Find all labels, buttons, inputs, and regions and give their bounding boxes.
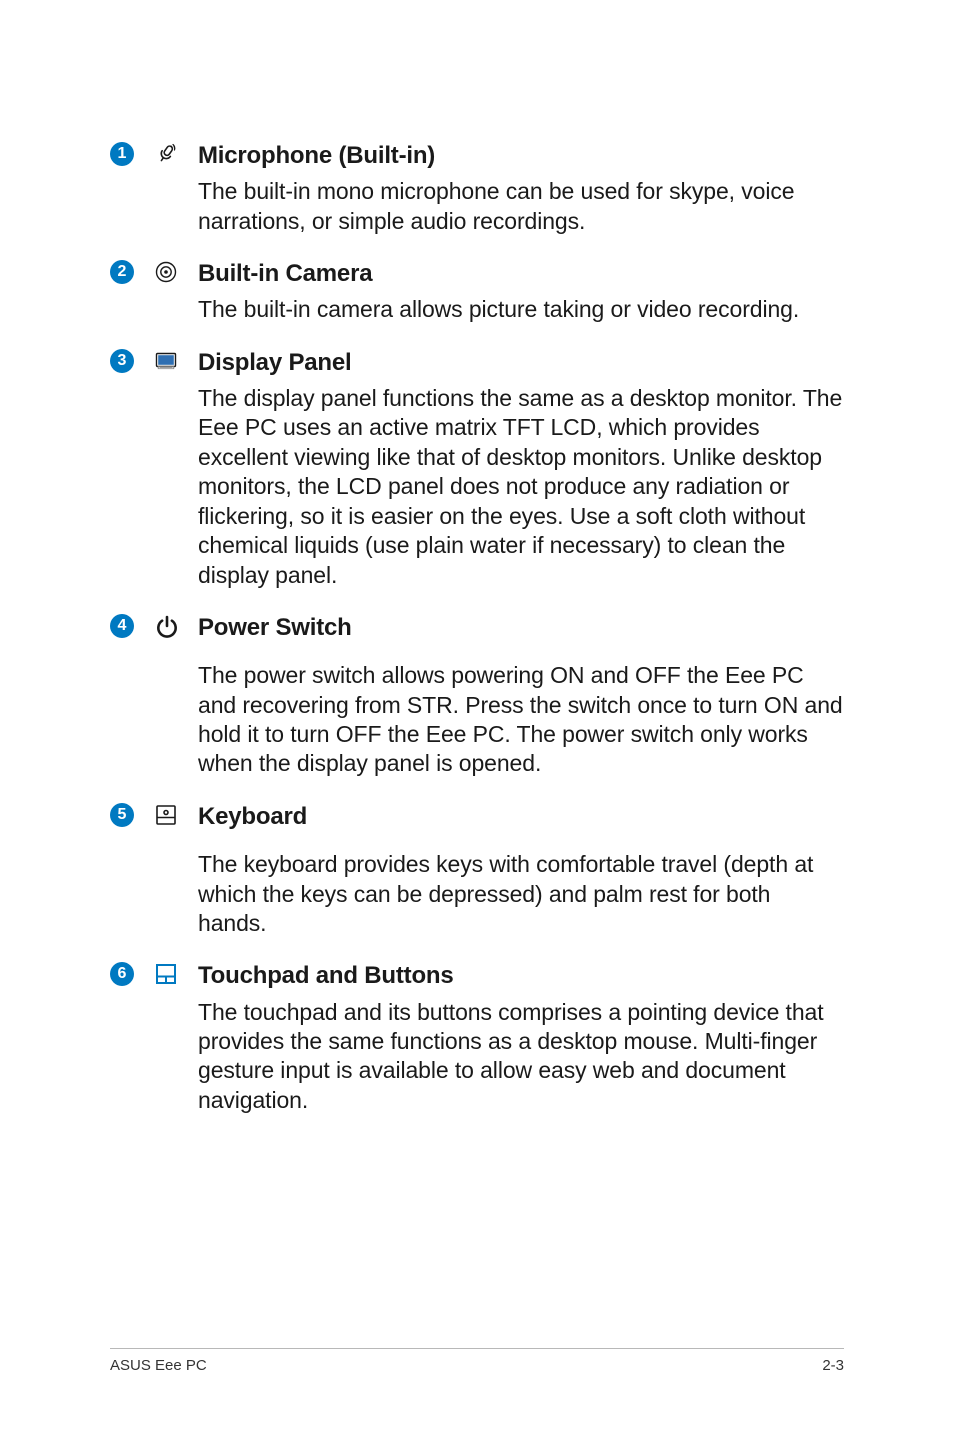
icon-col [154, 258, 198, 284]
feature-item-display: 3 Display Panel The display panel functi… [110, 347, 844, 590]
feature-title: Microphone (Built-in) [198, 140, 844, 171]
icon-col [154, 140, 198, 166]
feature-item-camera: 2 Built-in Camera The built-in camera al… [110, 258, 844, 325]
footer-right: 2-3 [822, 1357, 844, 1374]
feature-desc: The built-in mono microphone can be used… [198, 177, 844, 236]
camera-icon [154, 260, 178, 284]
icon-col [154, 612, 198, 640]
icon-col [154, 347, 198, 373]
number-badge: 1 [110, 142, 134, 166]
feature-list: 1 Microphone (Built-in) The b [110, 140, 844, 1115]
feature-title: Touchpad and Buttons [198, 960, 844, 991]
footer-left: ASUS Eee PC [110, 1357, 207, 1374]
text-col: Built-in Camera The built-in camera allo… [198, 258, 844, 325]
badge-col: 1 [110, 140, 154, 166]
text-col: Display Panel The display panel function… [198, 347, 844, 590]
page-footer: ASUS Eee PC 2-3 [110, 1348, 844, 1374]
feature-desc: The display panel functions the same as … [198, 384, 844, 590]
number-badge: 4 [110, 614, 134, 638]
microphone-icon [154, 142, 178, 166]
badge-col: 2 [110, 258, 154, 284]
icon-col [154, 960, 198, 986]
feature-title: Keyboard [198, 801, 844, 832]
badge-col: 4 [110, 612, 154, 638]
feature-item-power: 4 Power Switch The power switch allows p… [110, 612, 844, 779]
feature-item-microphone: 1 Microphone (Built-in) The b [110, 140, 844, 236]
text-col: Microphone (Built-in) The built-in mono … [198, 140, 844, 236]
page: 1 Microphone (Built-in) The b [0, 0, 954, 1438]
text-col: Touchpad and Buttons The touchpad and it… [198, 960, 844, 1115]
feature-title: Display Panel [198, 347, 844, 378]
feature-title: Power Switch [198, 612, 844, 643]
number-badge: 5 [110, 803, 134, 827]
power-icon [154, 614, 180, 640]
number-badge: 2 [110, 260, 134, 284]
keyboard-icon [154, 803, 178, 827]
number-badge: 3 [110, 349, 134, 373]
touchpad-icon [154, 962, 178, 986]
display-icon [154, 349, 178, 373]
text-col: Keyboard The keyboard provides keys with… [198, 801, 844, 939]
feature-desc: The built-in camera allows picture takin… [198, 295, 844, 324]
badge-col: 5 [110, 801, 154, 827]
feature-desc: The keyboard provides keys with comforta… [198, 850, 844, 938]
feature-item-touchpad: 6 Touchpad and Buttons The touchpad and … [110, 960, 844, 1115]
number-badge: 6 [110, 962, 134, 986]
badge-col: 3 [110, 347, 154, 373]
feature-title: Built-in Camera [198, 258, 844, 289]
feature-desc: The power switch allows powering ON and … [198, 661, 844, 779]
feature-item-keyboard: 5 Keyboard The keyboard provides keys wi… [110, 801, 844, 939]
feature-desc: The touchpad and its buttons comprises a… [198, 998, 844, 1116]
text-col: Power Switch The power switch allows pow… [198, 612, 844, 779]
icon-col [154, 801, 198, 827]
badge-col: 6 [110, 960, 154, 986]
